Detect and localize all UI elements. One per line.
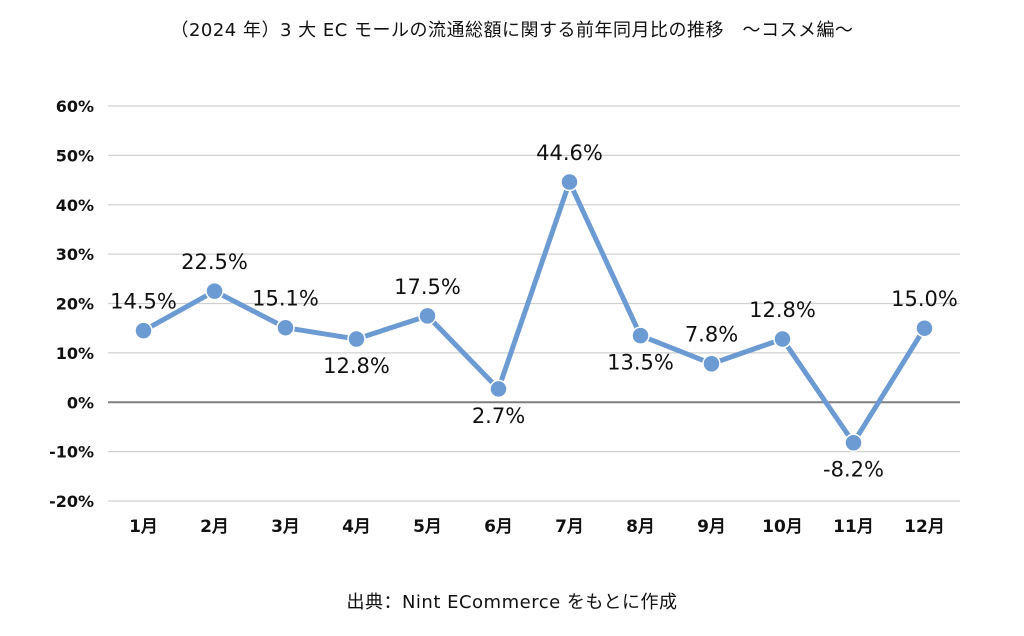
x-tick-label: 5月 (413, 517, 442, 537)
y-tick-label: 60% (56, 97, 94, 116)
data-point (844, 433, 863, 452)
data-point (347, 329, 366, 349)
data-label: 13.5% (607, 351, 674, 375)
data-point (773, 329, 792, 349)
data-point (915, 318, 934, 338)
data-label: 17.5% (394, 275, 461, 299)
data-point (560, 172, 579, 192)
y-tick-label: 30% (56, 245, 94, 264)
x-tick-label: 11月 (833, 517, 874, 537)
y-tick-label: -20% (49, 492, 94, 511)
data-label: 14.5% (110, 290, 177, 314)
x-tick-label: 1月 (129, 517, 158, 537)
x-tick-label: 3月 (271, 517, 300, 537)
data-point (276, 318, 295, 337)
x-tick-label: 8月 (626, 517, 655, 537)
y-tick-label: 0% (67, 393, 94, 412)
data-labels: 14.5%22.5%15.1% 12.8% 17.5% 2.7% 44.6% 13.5% 7… (110, 141, 958, 482)
x-tick-label: 2月 (200, 517, 229, 537)
x-tick-label: 9月 (697, 517, 726, 537)
data-label: 15.1% (252, 287, 319, 311)
data-label: 44.6% (536, 141, 603, 165)
data-label: -8.2% (823, 458, 884, 482)
data-label: 2.7% (472, 404, 525, 428)
y-tick-label: 20% (56, 295, 94, 314)
data-point (134, 321, 153, 340)
x-tick-label: 12月 (904, 517, 945, 537)
x-tick-label: 10月 (762, 517, 803, 537)
data-point (205, 281, 224, 301)
data-point (702, 354, 721, 373)
x-axis-ticks: 1月 2月 3月 4月 5月 6月 7月 8月 9月 10月 11月 12月 (129, 517, 945, 537)
series-line (141, 179, 927, 446)
data-label: 22.5% (181, 250, 248, 274)
y-axis-ticks: -20% -10% 0% 10% 20% 30% 40% 50% 60% (49, 97, 94, 511)
data-label: 7.8% (685, 323, 738, 347)
series-layer (134, 172, 934, 452)
source-note: 出典：Nint ECommerce をもとに作成 (346, 592, 678, 613)
y-tick-label: 10% (56, 344, 94, 363)
y-tick-label: 50% (56, 146, 94, 165)
y-tick-label: 40% (56, 196, 94, 215)
data-label: 12.8% (749, 298, 816, 322)
data-point (489, 379, 508, 399)
chart-title: （2024 年）3 大 EC モールの流通総額に関する前年同月比の推移 ～コスメ… (170, 20, 854, 41)
grid-lines (108, 105, 960, 502)
data-label: 15.0% (891, 287, 958, 311)
y-tick-label: -10% (49, 443, 94, 462)
x-tick-label: 4月 (342, 517, 371, 537)
data-label: 12.8% (323, 354, 390, 378)
x-tick-label: 6月 (484, 517, 513, 537)
data-point (631, 326, 650, 345)
data-point (418, 306, 437, 326)
x-tick-label: 7月 (555, 517, 584, 537)
